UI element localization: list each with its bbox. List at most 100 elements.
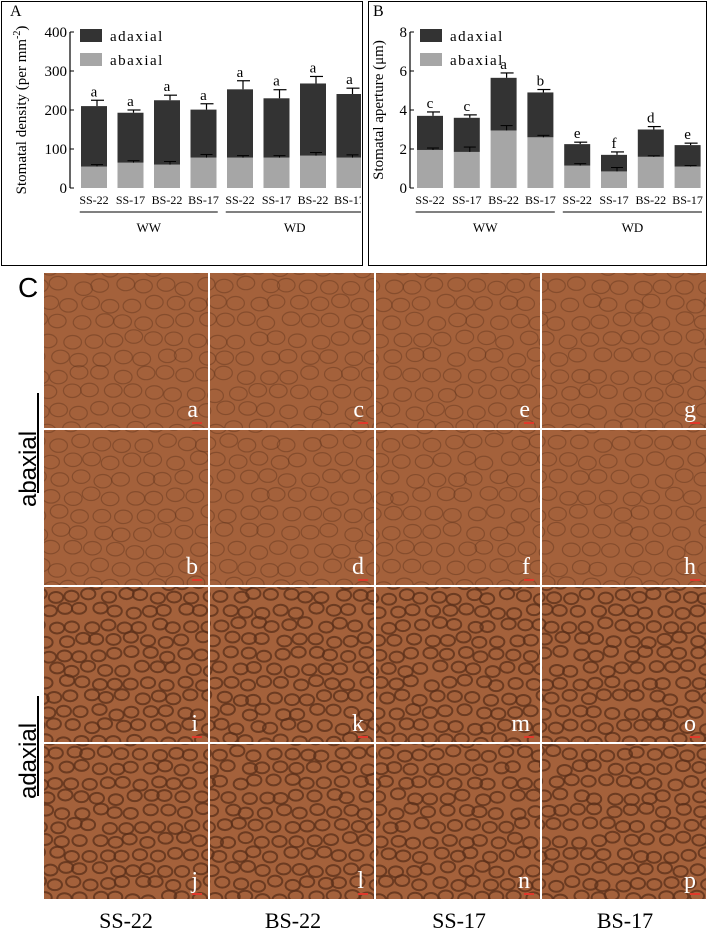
epidermal-cell xyxy=(423,438,441,451)
epidermal-cell xyxy=(289,790,303,801)
epidermal-cell xyxy=(475,456,493,469)
epidermal-cell xyxy=(184,593,198,604)
epidermal-cell xyxy=(60,762,74,773)
epidermal-cell xyxy=(553,646,567,657)
epidermal-cell xyxy=(667,273,685,277)
epidermal-cell xyxy=(530,277,540,290)
epidermal-cell xyxy=(304,406,322,419)
epidermal-cell xyxy=(289,744,303,745)
epidermal-cell xyxy=(309,675,323,686)
epidermal-cell xyxy=(250,452,268,465)
epidermal-cell xyxy=(286,822,300,833)
epidermal-cell xyxy=(376,528,379,541)
scale-bar xyxy=(192,893,202,895)
epidermal-cell xyxy=(631,506,649,519)
epidermal-cell xyxy=(675,353,693,366)
epidermal-cell xyxy=(594,439,612,452)
epidermal-cell xyxy=(257,403,275,416)
epidermal-cell xyxy=(447,561,465,574)
epidermal-cell xyxy=(302,473,320,486)
epidermal-cell xyxy=(647,621,661,632)
epidermal-cell xyxy=(278,563,296,576)
epidermal-cell xyxy=(318,720,332,731)
epidermal-cell xyxy=(311,297,329,310)
significance-letter: a xyxy=(200,88,207,104)
y-tick-label: 0 xyxy=(400,181,408,197)
epidermal-cell xyxy=(611,470,629,483)
epidermal-cell xyxy=(260,506,278,519)
epidermal-cell xyxy=(93,353,111,366)
epidermal-cell xyxy=(657,634,671,645)
epidermal-cell xyxy=(309,603,323,614)
epidermal-cell xyxy=(210,424,225,428)
epidermal-cell xyxy=(82,487,100,500)
epidermal-cell xyxy=(382,848,396,859)
epidermal-cell xyxy=(425,506,443,519)
epidermal-cell xyxy=(460,744,474,747)
epidermal-cell xyxy=(44,834,52,845)
epidermal-cell xyxy=(571,471,589,484)
epidermal-cell xyxy=(241,861,255,872)
epidermal-cell xyxy=(376,635,385,646)
epidermal-cell xyxy=(644,430,662,431)
epidermal-cell xyxy=(291,647,305,658)
tile-letter-n: n xyxy=(518,868,530,895)
epidermal-cell xyxy=(443,835,457,846)
epidermal-cell xyxy=(360,791,374,802)
epidermal-cell xyxy=(159,637,173,648)
epidermal-cell xyxy=(634,371,652,384)
epidermis-texture xyxy=(44,744,208,899)
epidermal-cell xyxy=(387,635,401,646)
epidermal-cell xyxy=(698,623,706,634)
tile-letter-l: l xyxy=(357,868,364,895)
epidermal-cell xyxy=(511,369,529,382)
significance-letter: e xyxy=(574,126,581,142)
epidermal-cell xyxy=(599,774,613,785)
epidermal-cell xyxy=(174,765,188,776)
epidermal-cell xyxy=(482,751,496,762)
epidermal-cell xyxy=(104,384,122,397)
epidermis-texture xyxy=(542,587,706,742)
epidermal-cell xyxy=(458,893,472,899)
epidermis-texture xyxy=(44,587,208,742)
epidermal-cell xyxy=(159,705,173,716)
epidermal-cell xyxy=(145,332,163,345)
epidermal-cell xyxy=(574,891,588,899)
epidermal-cell xyxy=(491,608,505,619)
epidermal-cell xyxy=(81,588,95,599)
epidermal-cell xyxy=(106,736,120,742)
epidermal-cell xyxy=(588,678,602,689)
epidermal-cell xyxy=(666,384,684,397)
micrograph-tile-e: e xyxy=(376,273,540,428)
epidermal-cell xyxy=(579,622,593,633)
tile-letter-b: b xyxy=(186,554,198,581)
epidermal-cell xyxy=(424,893,438,899)
epidermal-cell xyxy=(50,847,64,858)
epidermal-cell xyxy=(301,314,319,327)
epidermal-cell xyxy=(360,677,374,688)
epidermal-cell xyxy=(394,333,412,346)
epidermal-cell xyxy=(433,273,451,274)
epidermal-cell xyxy=(579,456,597,469)
epidermal-cell xyxy=(98,746,112,757)
epidermal-cell xyxy=(101,620,115,631)
epidermal-cell xyxy=(475,861,489,872)
epidermal-cell xyxy=(693,678,706,689)
epidermal-cell xyxy=(376,401,383,414)
epidermal-cell xyxy=(589,406,607,419)
epidermal-cell xyxy=(402,435,420,448)
epidermal-cell xyxy=(223,587,237,588)
epidermal-cell xyxy=(210,635,220,646)
epidermal-cell xyxy=(284,847,298,858)
epidermal-cell xyxy=(309,634,323,645)
epidermal-cell xyxy=(198,404,208,417)
epidermal-cell xyxy=(91,279,109,292)
epidermal-cell xyxy=(168,848,182,859)
epidermal-cell xyxy=(301,366,319,379)
epidermal-cell xyxy=(366,562,374,575)
epidermal-cell xyxy=(156,605,170,616)
epidermal-cell xyxy=(673,370,691,383)
